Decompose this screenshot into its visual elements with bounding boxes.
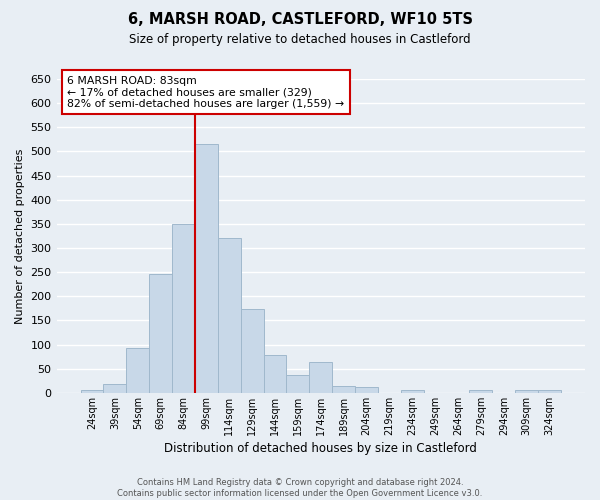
Bar — [218, 238, 241, 393]
Bar — [286, 375, 310, 393]
Text: 6, MARSH ROAD, CASTLEFORD, WF10 5TS: 6, MARSH ROAD, CASTLEFORD, WF10 5TS — [128, 12, 473, 28]
Bar — [241, 310, 263, 393]
Bar — [515, 390, 538, 393]
Text: Size of property relative to detached houses in Castleford: Size of property relative to detached ho… — [129, 32, 471, 46]
Bar — [538, 390, 561, 393]
X-axis label: Distribution of detached houses by size in Castleford: Distribution of detached houses by size … — [164, 442, 477, 455]
Bar — [469, 390, 493, 393]
Bar — [80, 390, 103, 393]
Bar — [103, 384, 127, 393]
Bar — [149, 274, 172, 393]
Bar — [332, 386, 355, 393]
Bar — [310, 362, 332, 393]
Bar — [172, 224, 195, 393]
Y-axis label: Number of detached properties: Number of detached properties — [15, 148, 25, 324]
Bar — [127, 348, 149, 393]
Bar — [195, 144, 218, 393]
Text: 6 MARSH ROAD: 83sqm
← 17% of detached houses are smaller (329)
82% of semi-detac: 6 MARSH ROAD: 83sqm ← 17% of detached ho… — [67, 76, 344, 109]
Bar — [401, 390, 424, 393]
Text: Contains HM Land Registry data © Crown copyright and database right 2024.
Contai: Contains HM Land Registry data © Crown c… — [118, 478, 482, 498]
Bar — [355, 387, 378, 393]
Bar — [263, 355, 286, 393]
